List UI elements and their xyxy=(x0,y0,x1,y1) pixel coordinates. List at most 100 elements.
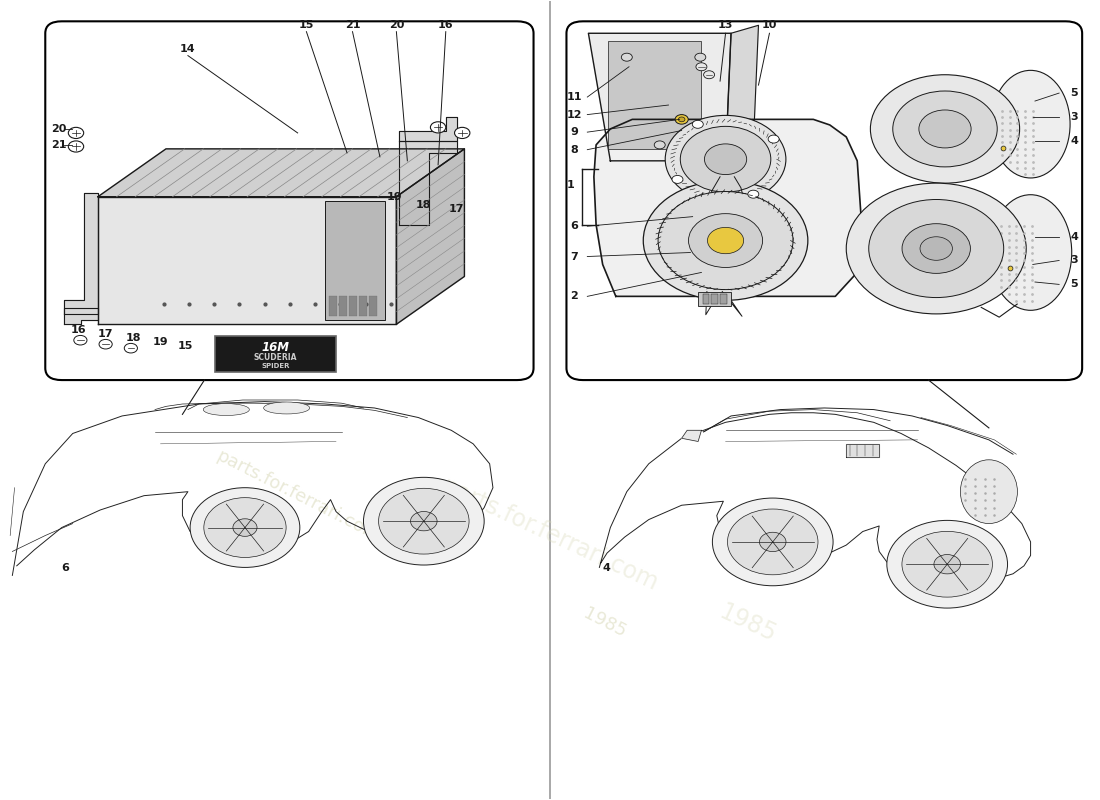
Circle shape xyxy=(713,498,833,586)
Text: 10: 10 xyxy=(762,20,777,30)
Bar xyxy=(608,42,702,149)
Polygon shape xyxy=(594,119,862,296)
Polygon shape xyxy=(396,149,464,324)
Text: 6: 6 xyxy=(62,563,69,574)
Text: 18: 18 xyxy=(416,200,431,210)
Ellipse shape xyxy=(960,460,1018,523)
Polygon shape xyxy=(98,149,464,197)
Text: 19: 19 xyxy=(153,337,168,347)
Circle shape xyxy=(679,117,685,122)
Circle shape xyxy=(363,478,484,565)
Circle shape xyxy=(621,54,632,61)
Text: 20: 20 xyxy=(51,124,66,134)
Bar xyxy=(349,296,356,316)
Text: 16: 16 xyxy=(438,20,453,30)
Text: 1985: 1985 xyxy=(715,600,780,647)
Circle shape xyxy=(846,183,1026,314)
Circle shape xyxy=(893,91,998,167)
Text: 20: 20 xyxy=(388,20,404,30)
Circle shape xyxy=(666,115,785,203)
Circle shape xyxy=(902,224,970,274)
Text: 12: 12 xyxy=(566,110,582,119)
Bar xyxy=(326,201,385,320)
Circle shape xyxy=(454,127,470,138)
Circle shape xyxy=(658,191,793,290)
Text: 15: 15 xyxy=(299,20,315,30)
Circle shape xyxy=(870,74,1020,183)
Text: 3: 3 xyxy=(1070,112,1078,122)
Circle shape xyxy=(704,70,715,78)
Circle shape xyxy=(68,141,84,152)
Bar xyxy=(339,296,346,316)
Ellipse shape xyxy=(991,70,1070,178)
Circle shape xyxy=(378,488,469,554)
Bar xyxy=(703,294,710,303)
Text: 1: 1 xyxy=(566,180,574,190)
Bar xyxy=(712,294,718,303)
Text: SCUDERIA: SCUDERIA xyxy=(254,354,297,362)
Circle shape xyxy=(654,141,666,149)
Text: 11: 11 xyxy=(566,92,582,102)
Circle shape xyxy=(869,199,1003,298)
Circle shape xyxy=(124,343,138,353)
Polygon shape xyxy=(398,117,456,141)
Circle shape xyxy=(934,554,960,574)
Text: 6: 6 xyxy=(570,222,579,231)
Bar xyxy=(720,294,727,303)
Circle shape xyxy=(675,114,689,124)
Circle shape xyxy=(748,190,759,198)
Circle shape xyxy=(704,144,747,174)
Text: 18: 18 xyxy=(125,333,141,343)
Ellipse shape xyxy=(989,194,1071,310)
Text: 17: 17 xyxy=(98,329,113,339)
Text: 17: 17 xyxy=(449,204,464,214)
Circle shape xyxy=(680,126,771,192)
Ellipse shape xyxy=(264,402,310,414)
Text: 8: 8 xyxy=(570,145,578,154)
Text: 19: 19 xyxy=(386,192,402,202)
Polygon shape xyxy=(846,444,879,458)
Polygon shape xyxy=(726,26,759,161)
Text: 16: 16 xyxy=(70,325,86,335)
Text: 14: 14 xyxy=(180,44,196,54)
Circle shape xyxy=(707,227,744,254)
Text: 13: 13 xyxy=(718,20,734,30)
Text: 4: 4 xyxy=(1070,231,1078,242)
Text: 16M: 16M xyxy=(262,342,289,354)
Circle shape xyxy=(902,531,992,597)
Text: 21: 21 xyxy=(344,20,361,30)
Circle shape xyxy=(644,181,807,300)
FancyBboxPatch shape xyxy=(45,22,534,380)
Text: 4: 4 xyxy=(603,563,611,574)
Polygon shape xyxy=(682,430,702,442)
Circle shape xyxy=(68,127,84,138)
Text: 1985: 1985 xyxy=(581,605,629,642)
Circle shape xyxy=(410,511,437,531)
Circle shape xyxy=(204,498,286,558)
Text: 21: 21 xyxy=(51,140,66,150)
Polygon shape xyxy=(98,197,396,324)
Text: SPIDER: SPIDER xyxy=(262,362,290,369)
Bar xyxy=(359,296,366,316)
Polygon shape xyxy=(398,141,456,225)
Ellipse shape xyxy=(204,403,250,415)
Circle shape xyxy=(233,518,257,536)
Circle shape xyxy=(759,532,786,551)
Text: 4: 4 xyxy=(1070,136,1078,146)
Bar xyxy=(216,336,336,372)
Circle shape xyxy=(672,175,683,183)
Text: 2: 2 xyxy=(570,291,578,302)
Text: 5: 5 xyxy=(1070,88,1078,98)
Circle shape xyxy=(887,520,1008,608)
Circle shape xyxy=(768,135,779,143)
Text: 7: 7 xyxy=(570,251,578,262)
Text: 15: 15 xyxy=(178,341,194,350)
Text: 9: 9 xyxy=(570,127,579,137)
FancyBboxPatch shape xyxy=(566,22,1082,380)
Circle shape xyxy=(190,488,300,567)
Polygon shape xyxy=(64,308,98,324)
Circle shape xyxy=(99,339,112,349)
Bar xyxy=(330,296,337,316)
Text: parts.for.ferrari.com: parts.for.ferrari.com xyxy=(213,446,383,545)
Bar xyxy=(368,296,376,316)
